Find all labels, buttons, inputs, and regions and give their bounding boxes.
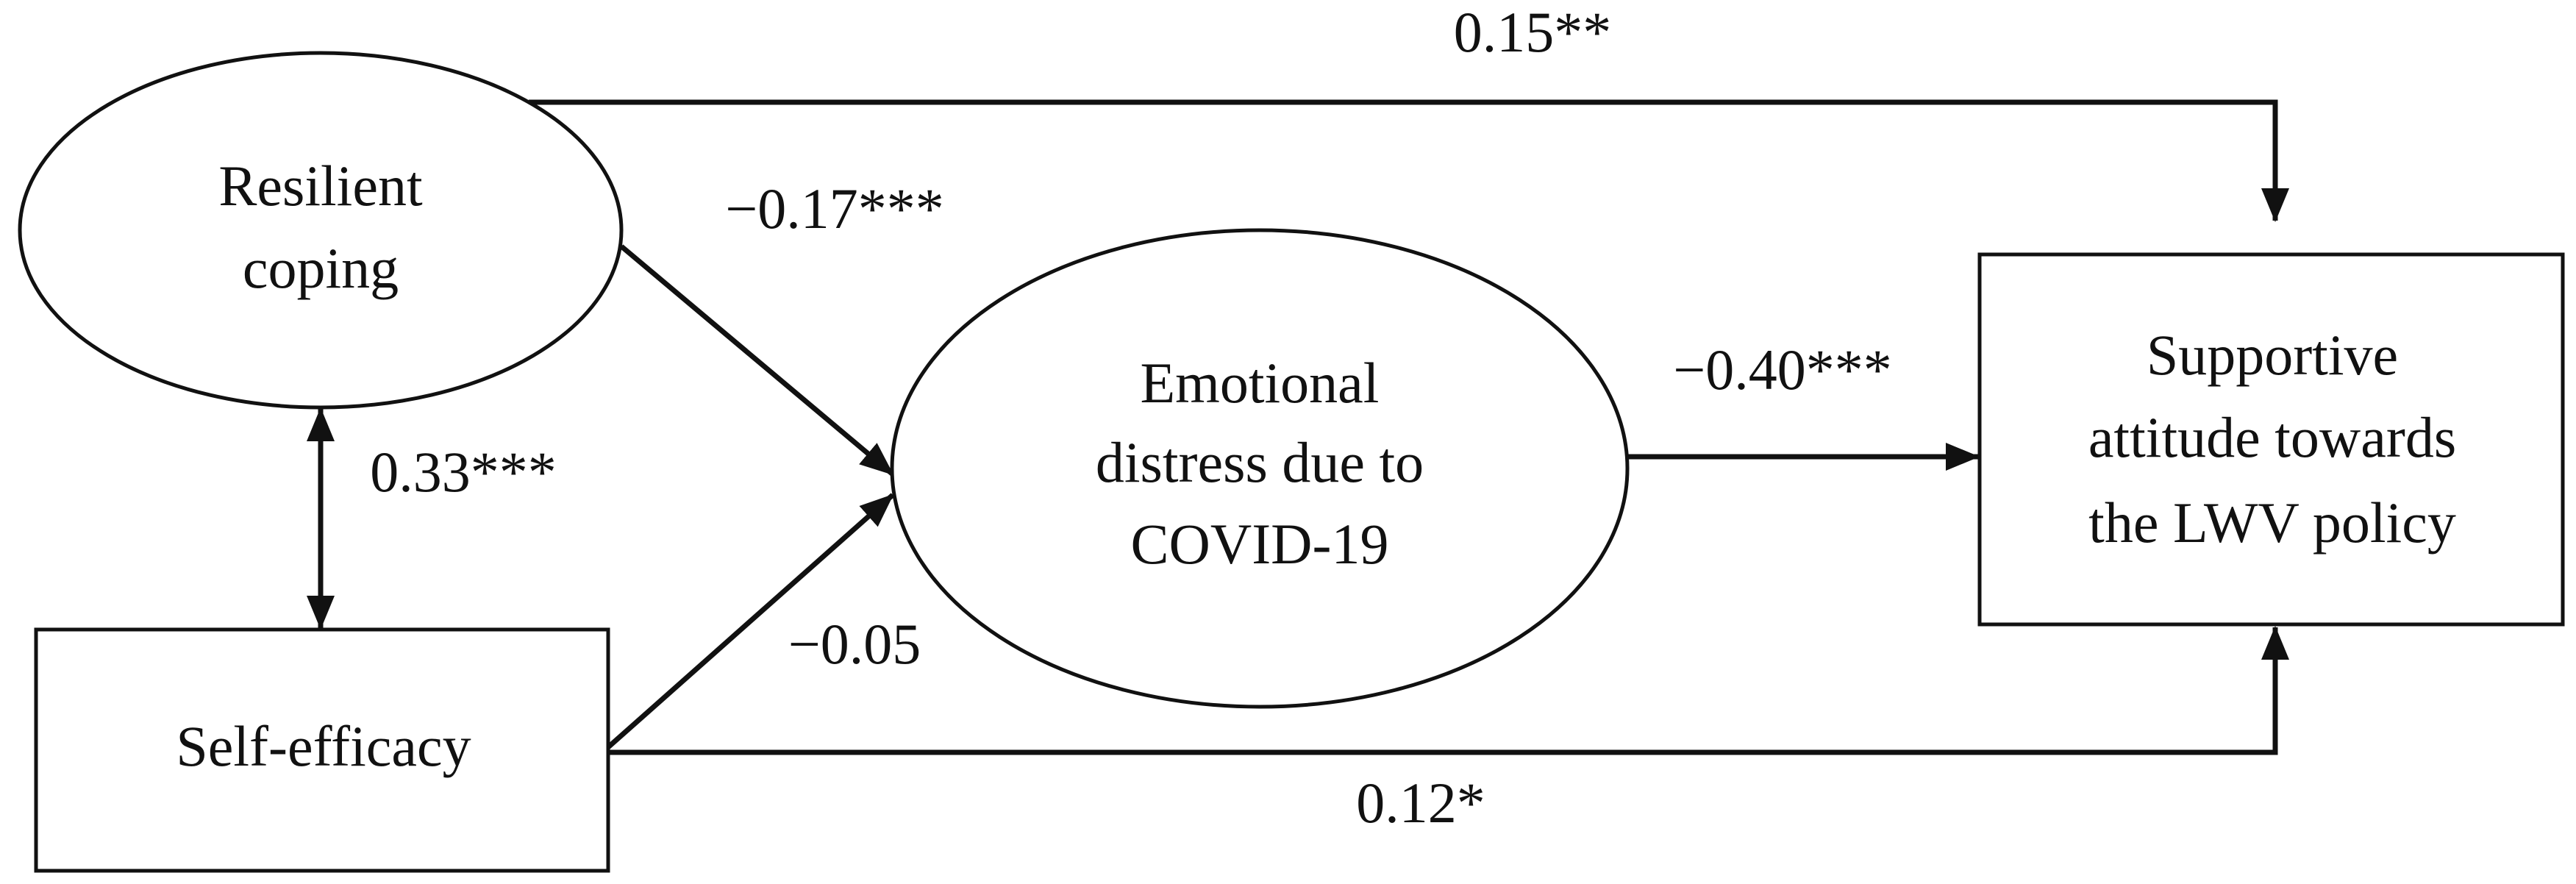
edge-label: −0.40***	[1673, 338, 1892, 402]
node-label: coping	[243, 236, 399, 300]
node-supportive-attitude	[1977, 252, 2565, 627]
node-resilient-coping	[18, 51, 624, 410]
edge-label: 0.12*	[1356, 771, 1485, 835]
node-label: Resilient	[218, 154, 423, 218]
node-label: the LWV policy	[2088, 491, 2456, 555]
node-emotional-distress	[890, 228, 1630, 709]
node-label: distress due to	[1096, 430, 1424, 494]
edge-resilient-to-supportive	[529, 99, 2289, 222]
node-label: Emotional	[1141, 351, 1380, 415]
node-label: attitude towards	[2088, 405, 2456, 469]
edge-label: 0.15**	[1454, 0, 1612, 64]
node-label: Supportive	[2147, 323, 2398, 387]
edge-resilient-to-distress	[619, 244, 895, 477]
node-label: Self-efficacy	[176, 714, 471, 778]
edge-selfefficacy-to-distress	[606, 493, 895, 749]
node-self-efficacy	[34, 627, 610, 873]
edge-selfefficacy-to-supportive	[608, 626, 2289, 755]
edge-label: −0.05	[788, 612, 921, 676]
edge-label: −0.17***	[725, 177, 944, 240]
edge-label: 0.33***	[370, 440, 557, 504]
node-label: COVID-19	[1131, 512, 1389, 576]
